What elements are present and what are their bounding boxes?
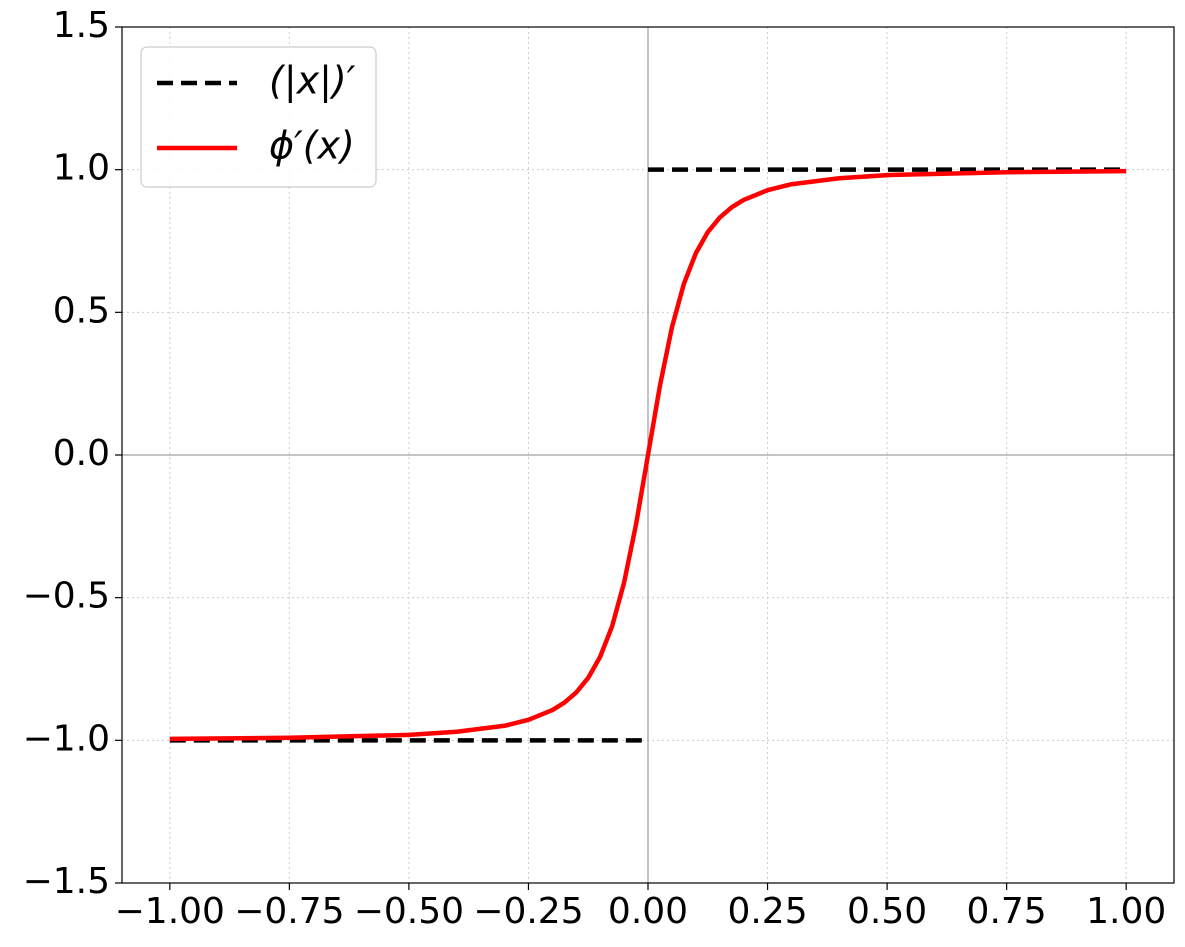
series-line [169, 168, 1127, 742]
x-tick-label: −1.00 [115, 891, 225, 932]
y-tick-label: 0.5 [53, 290, 110, 331]
x-tick-label: 0.50 [847, 891, 927, 932]
y-tick-label: −0.5 [23, 576, 110, 617]
x-tick-label: 0.75 [967, 891, 1047, 932]
y-tick-label: 1.5 [53, 5, 110, 46]
x-tick-label: 0.25 [727, 891, 807, 932]
x-tick-label: 1.00 [1086, 891, 1166, 932]
y-tick-label: −1.0 [23, 718, 110, 759]
x-tick-label: 0.00 [608, 891, 688, 932]
y-tick-label: −1.5 [23, 861, 110, 902]
x-tick-label: −0.25 [473, 891, 583, 932]
legend-box [140, 46, 377, 188]
legend-label: ϕ′(x) [269, 124, 355, 168]
x-tick-label: −0.50 [354, 891, 464, 932]
legend: (|x|)′ ϕ′(x) [140, 46, 377, 188]
y-tick-label: 1.0 [53, 148, 110, 189]
x-tick-label: −0.75 [234, 891, 344, 932]
y-tick-label: 0.0 [53, 433, 110, 474]
legend-label: (|x|)′ [269, 59, 356, 104]
plot-frame [121, 26, 1175, 884]
